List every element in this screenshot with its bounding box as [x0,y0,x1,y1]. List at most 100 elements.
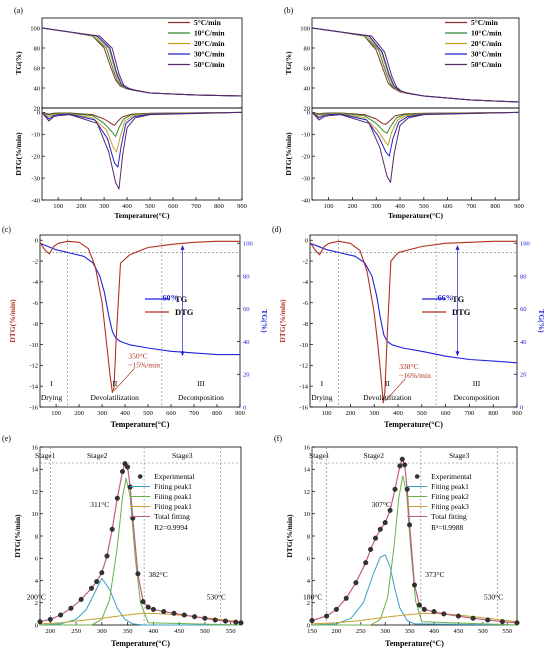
stage-boundary-annotation: 382°C [148,570,167,579]
experimental-point [470,615,476,621]
dtg-x-tick-label: 400 [122,203,132,210]
experimental-point [192,614,198,620]
right-y-tick-label: 60 [520,306,527,313]
experimental-point [109,526,115,532]
tg-series-line [41,27,243,97]
legend-label: Fiting peak2 [431,492,469,501]
x-tick-label: 200 [346,410,356,417]
tg-series-line [39,242,240,356]
panel-label: (e) [2,434,11,443]
region-numeral: II [112,379,117,388]
tg-y-tick-label: 20 [34,105,41,112]
x-tick-label: 200 [45,628,55,635]
r-squared-annotation: R²=0.9988 [431,523,463,532]
x-tick-label: 600 [441,410,451,417]
mass-loss-annotation: 66% [438,294,454,303]
right-y-tick-label: 60 [243,306,250,313]
x-tick-label: 400 [393,410,403,417]
region-numeral: III [473,379,481,388]
stage-boundary-annotation: 530°C [484,592,503,601]
legend-label: 10°C/min [471,29,502,38]
x-tick-label: 700 [465,410,475,417]
legend-label: 30°C/min [194,50,225,59]
left-ylabel: DTG(%/min) [8,299,17,343]
fit-series-line [312,475,518,626]
experimental-point [222,618,228,624]
experimental-point [404,486,410,492]
experimental-point [94,579,100,585]
left-y-tick-label: -14 [29,383,38,390]
x-tick-label: 250 [71,628,81,635]
experimental-point [402,462,408,468]
x-tick-label: 350 [405,628,415,635]
arrow-head [180,351,185,357]
dtg-x-tick-label: 600 [168,203,178,210]
experimental-point [431,609,437,615]
stage-label: Stage1 [35,451,56,460]
x-tick-label: 250 [356,628,366,635]
left-y-tick-label: -10 [29,342,38,349]
x-tick-label: 900 [235,410,245,417]
plot-frame [39,234,241,408]
dtg-series-line [309,240,517,404]
legend-label: 20°C/min [194,39,225,48]
arrow-head [455,244,460,250]
left-y-tick-label: -12 [29,363,38,370]
tg-series-line [311,27,520,103]
stage-label: Stage1 [309,451,330,460]
y-tick-label: 14 [304,467,311,474]
dtg-y-tick-label: -20 [31,153,40,160]
experimental-point [499,619,505,625]
legend-label: 50°C/min [194,60,225,69]
y-tick-label: 0 [35,622,38,629]
y-tick-label: 4 [35,578,39,585]
left-y-tick-label: 0 [35,238,38,245]
experimental-point [416,602,422,608]
dtg-x-tick-label: 500 [419,203,429,210]
r-squared-annotation: R2=0.9994 [154,523,188,532]
x-tick-label: 450 [454,628,464,635]
experimental-point [181,612,187,618]
experimental-point [104,553,110,559]
legend-label: 50°C/min [471,60,502,69]
stage-label: Stage3 [449,451,470,460]
legend-label: Fiting peak1 [154,502,192,511]
x-axis-label: Temperature(°C) [111,420,170,429]
dtg-series-line [311,111,520,157]
tg-y-tick-label: 60 [304,65,311,72]
experimental-point [37,619,43,625]
x-tick-label: 200 [332,628,342,635]
legend-label: Experimental [431,472,471,481]
left-y-tick-label: -8 [303,321,308,328]
dtg-series-line [41,111,243,168]
dtg-x-tick-label: 100 [53,203,63,210]
panel-label: (d) [272,225,282,234]
legend-label: Total fitting [154,512,190,521]
dtg-series-line [311,111,520,134]
tg-ylabel: TG(%) [284,51,293,75]
experimental-point [150,606,156,612]
legend-label: Fiting peak1 [154,492,192,501]
experimental-point [397,463,403,469]
legend-label: DTG [452,307,471,317]
legend-label: TG [175,294,188,304]
experimental-point [382,520,388,526]
region-label: Decomposition [178,393,224,402]
left-y-tick-label: -12 [299,363,308,370]
stage-label: Stage2 [364,451,385,460]
dtg-x-tick-label: 300 [99,203,109,210]
right-y-tick-label: 20 [243,372,250,379]
right-y-tick-label: 20 [520,372,527,379]
panel-label: (a) [14,6,23,15]
legend-label: Total fitting [431,512,467,521]
dtg-series-line [41,111,243,190]
dtg-x-tick-label: 500 [145,203,155,210]
stage-boundary-annotation: 373°C [425,570,444,579]
right-y-tick-label: 80 [243,273,250,280]
tg-y-tick-label: 40 [34,85,41,92]
experimental-point [392,486,398,492]
experimental-point [99,570,105,576]
region-label: Devolatilization [363,393,412,402]
legend-marker [137,474,143,479]
stage-boundary-annotation: 530°C [207,592,226,601]
